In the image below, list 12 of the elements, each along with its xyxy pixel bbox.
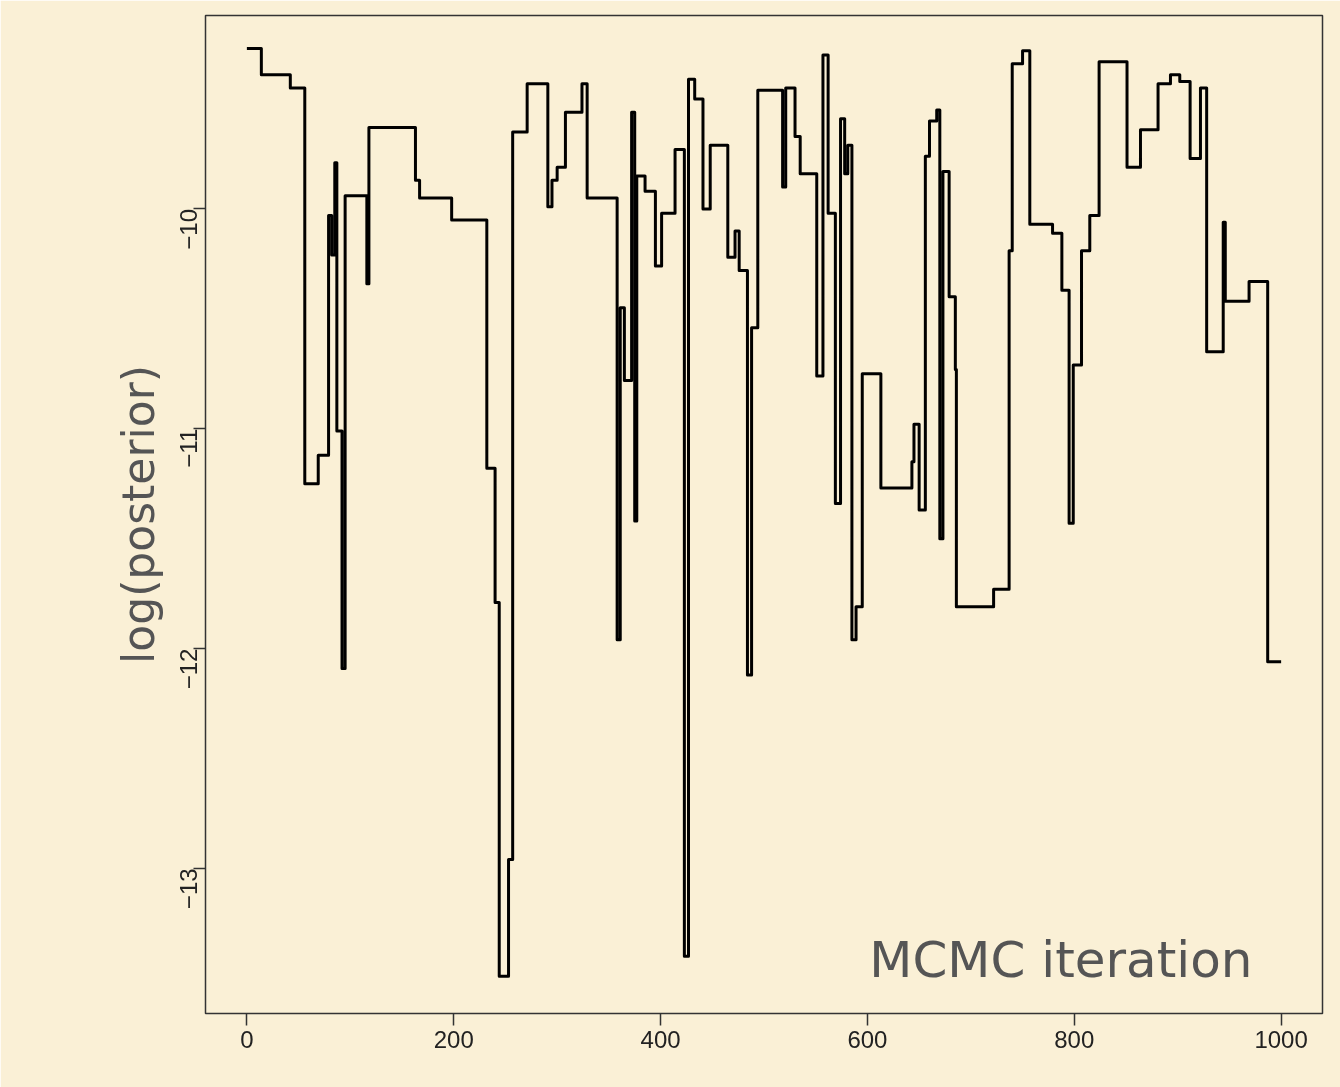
x-tick-label: 1000 [1254,1025,1308,1053]
x-tick-label: 800 [1054,1025,1095,1053]
y-axis-title: log(posterior) [112,365,164,664]
y-tick-label: −13 [175,868,202,910]
y-tick-label: −10 [175,208,202,250]
y-tick-label: −12 [175,648,202,690]
y-tick-label: −11 [175,428,202,468]
x-tick-label: 200 [433,1025,474,1053]
x-tick-label: 400 [640,1025,681,1053]
x-axis-title: MCMC iteration [869,930,1253,989]
x-tick-label: 600 [847,1025,888,1053]
x-tick-label: 0 [240,1025,254,1053]
